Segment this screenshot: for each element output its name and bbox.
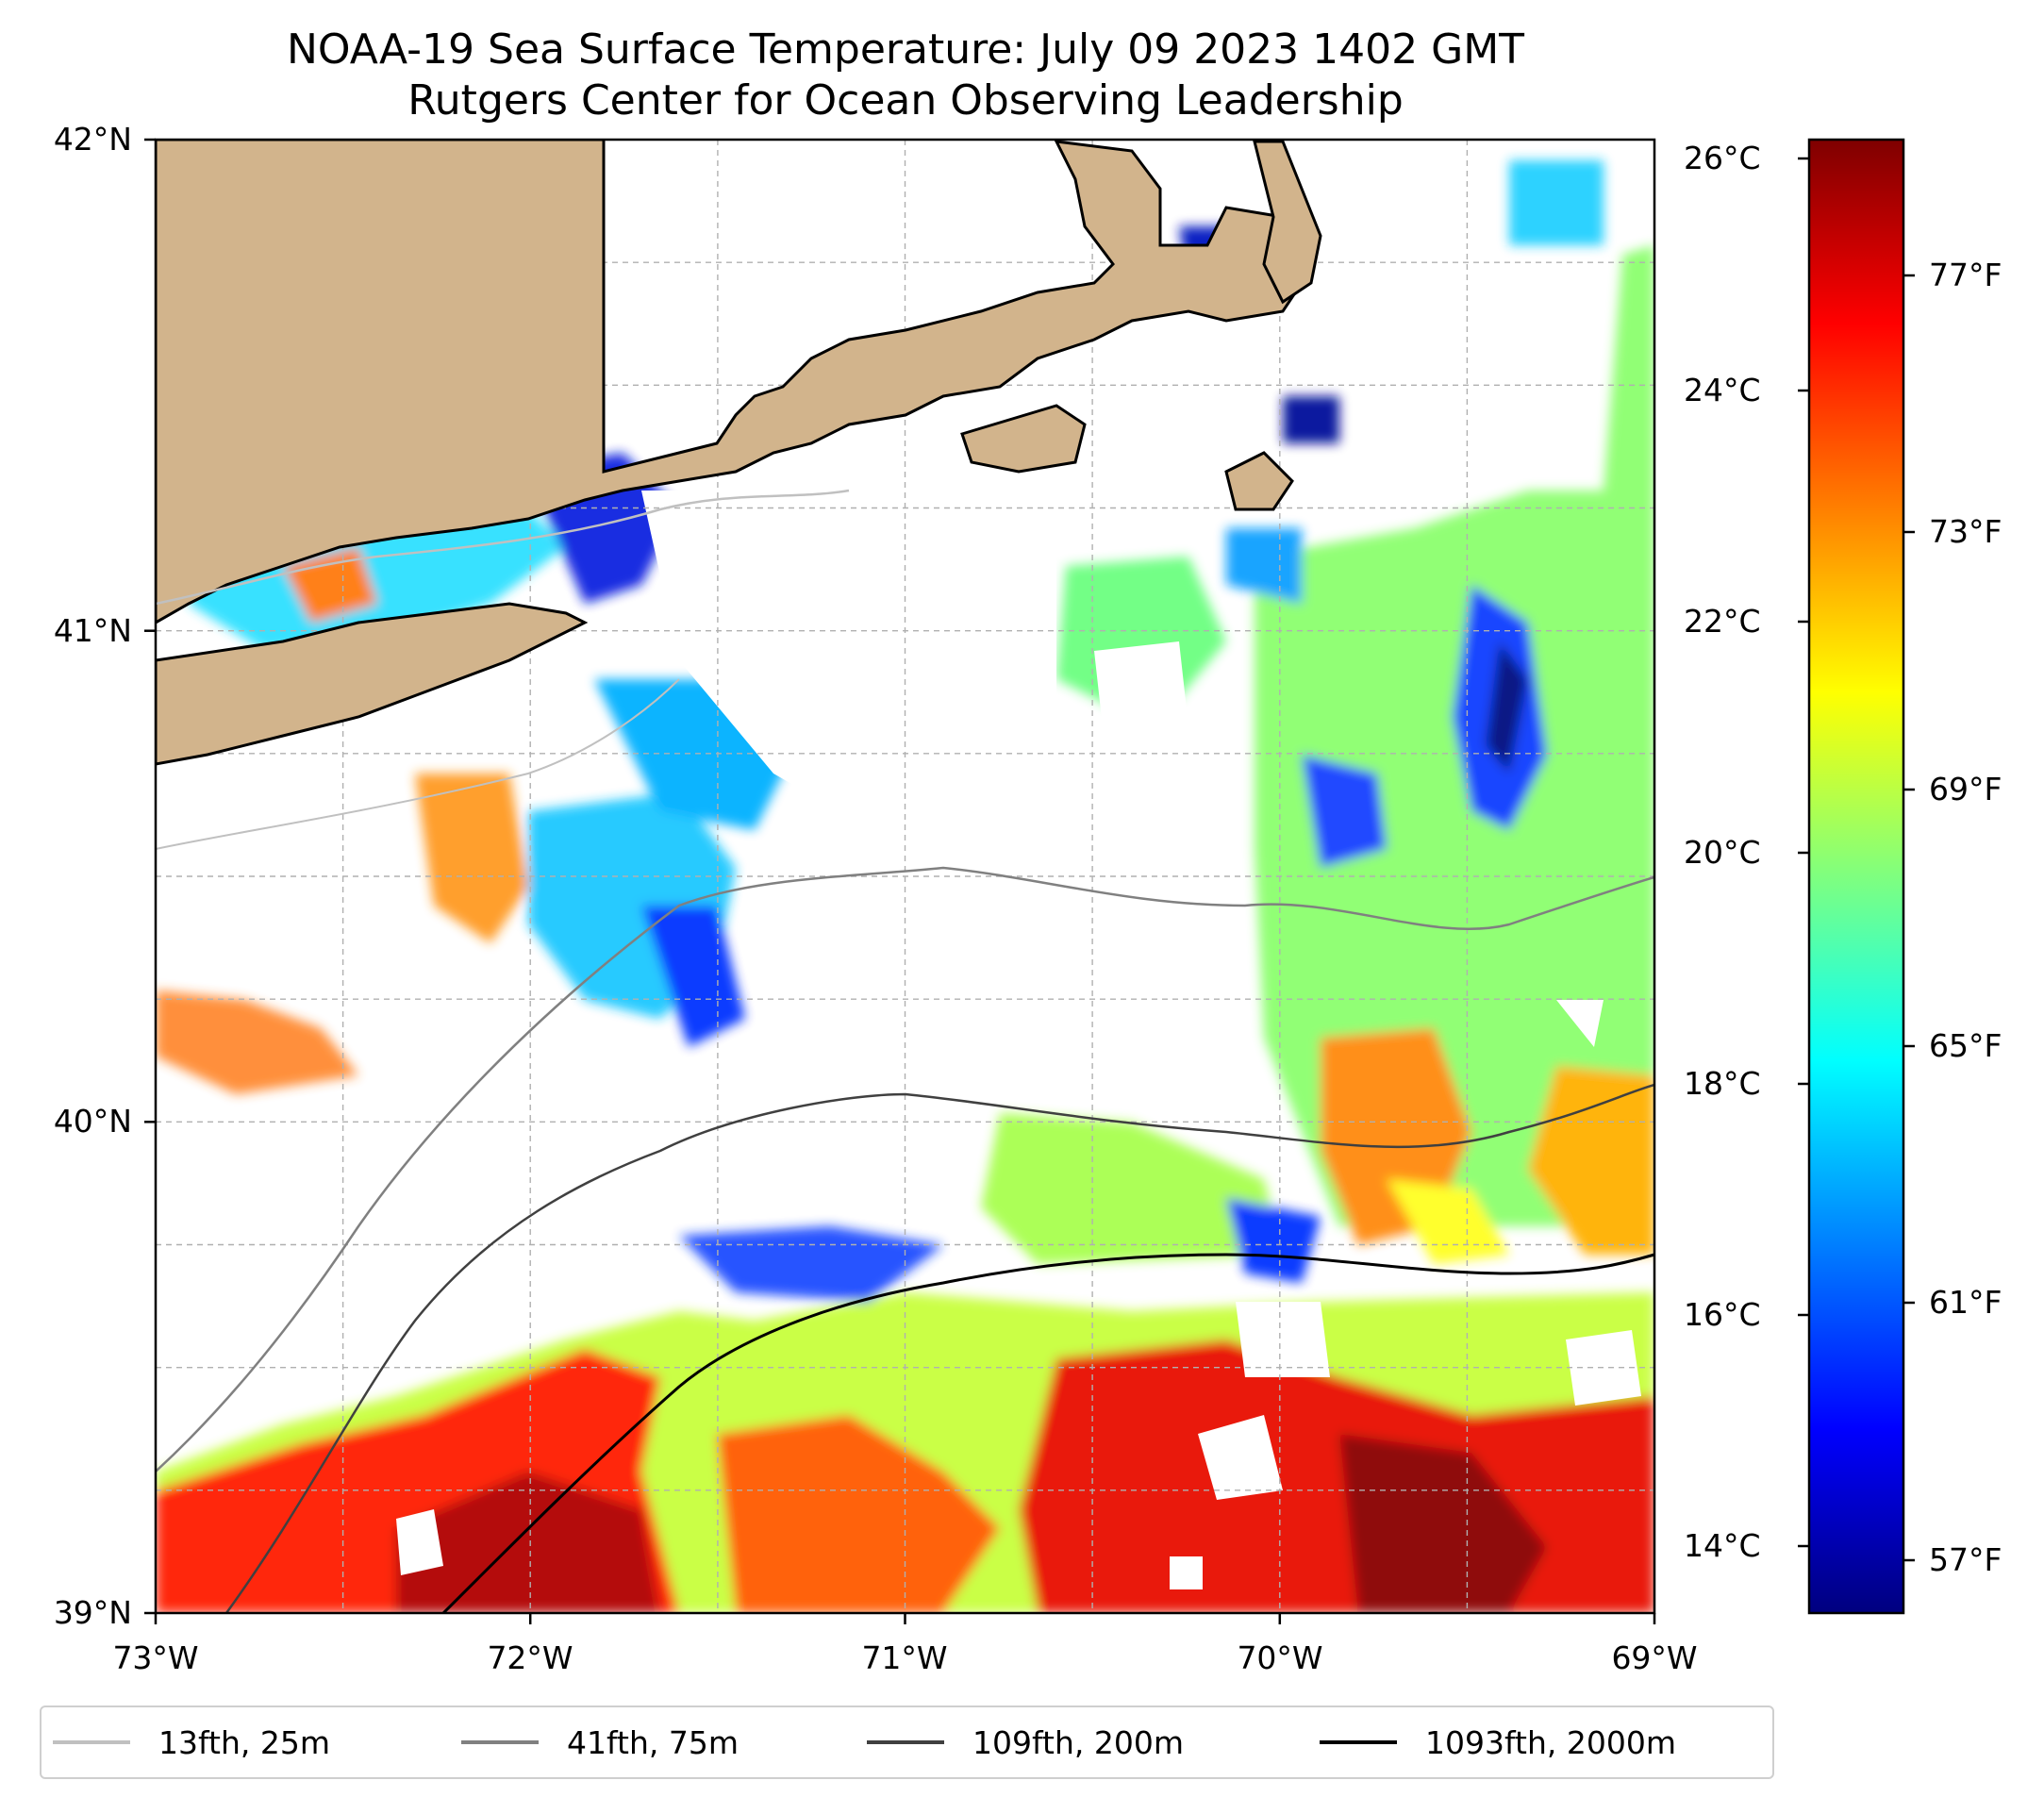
lat-label-40: 40°N [53, 1103, 132, 1140]
colorbar-celsius-24: 24°C [1684, 372, 1761, 408]
map-title: NOAA-19 Sea Surface Temperature: July 09… [286, 25, 1525, 74]
colorbar-celsius-14: 14°C [1684, 1527, 1761, 1564]
graticule [156, 140, 1654, 1613]
colorbar-celsius-20: 20°C [1684, 834, 1761, 871]
colorbar-fahrenheit-65: 65°F [1929, 1027, 2002, 1064]
legend-label-75m: 41fth, 75m [567, 1723, 739, 1761]
colorbar-fahrenheit-61: 61°F [1929, 1284, 2002, 1321]
lat-label-39: 39°N [53, 1594, 132, 1631]
lat-label-42: 42°N [53, 121, 132, 158]
legend-item-200m: 109fth, 200m [867, 1707, 1184, 1777]
lon-label-70: 70°W [1237, 1639, 1323, 1676]
colorbar-celsius-16: 16°C [1684, 1296, 1761, 1333]
lon-label-72: 72°W [487, 1639, 573, 1676]
legend-item-2000m: 1093fth, 2000m [1320, 1707, 1676, 1777]
legend-label-2000m: 1093fth, 2000m [1425, 1723, 1676, 1761]
map-subtitle: Rutgers Center for Ocean Observing Leade… [407, 76, 1404, 125]
colorbar [1807, 138, 1905, 1615]
legend-line-25m [53, 1740, 130, 1744]
colorbar-fahrenheit-73: 73°F [1929, 513, 2002, 550]
isobath-legend: 13fth, 25m 41fth, 75m 109fth, 200m 1093f… [40, 1705, 1774, 1779]
legend-label-25m: 13fth, 25m [158, 1723, 330, 1761]
colorbar-fahrenheit-69: 69°F [1929, 771, 2002, 807]
colorbar-celsius-18: 18°C [1684, 1065, 1761, 1102]
isobaths [156, 489, 1654, 1613]
legend-line-2000m [1320, 1740, 1397, 1744]
colorbar-fahrenheit-57: 57°F [1929, 1541, 2002, 1578]
lon-label-73: 73°W [112, 1639, 199, 1676]
colorbar-celsius-22: 22°C [1684, 603, 1761, 640]
lat-label-41: 41°N [53, 612, 132, 649]
legend-item-75m: 41fth, 75m [461, 1707, 739, 1777]
colorbar-fahrenheit-77: 77°F [1929, 257, 2002, 293]
lon-label-69: 69°W [1611, 1639, 1698, 1676]
colorbar-celsius-26: 26°C [1684, 140, 1761, 176]
legend-label-200m: 109fth, 200m [972, 1723, 1184, 1761]
land [156, 140, 1322, 766]
legend-line-200m [867, 1740, 944, 1744]
lon-label-71: 71°W [861, 1639, 948, 1676]
legend-line-75m [461, 1740, 539, 1744]
legend-item-25m: 13fth, 25m [53, 1707, 330, 1777]
